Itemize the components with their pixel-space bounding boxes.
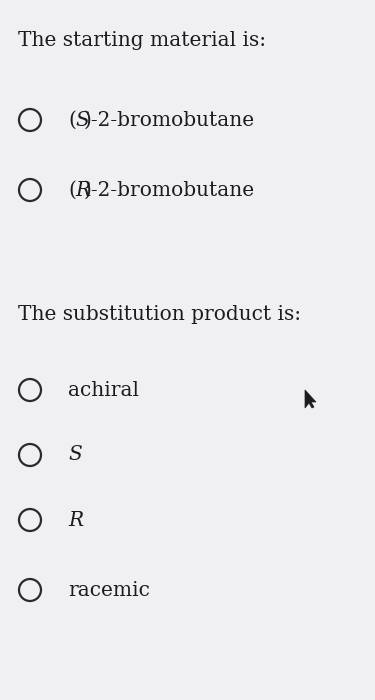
- Text: achiral: achiral: [68, 381, 139, 400]
- Text: R: R: [75, 181, 90, 199]
- Text: S: S: [75, 111, 89, 130]
- Text: The substitution product is:: The substitution product is:: [18, 305, 301, 325]
- Polygon shape: [305, 390, 316, 408]
- Text: )-2-bromobutane: )-2-bromobutane: [84, 111, 255, 130]
- Text: The starting material is:: The starting material is:: [18, 31, 266, 50]
- Text: R: R: [68, 510, 83, 529]
- Text: S: S: [68, 445, 82, 465]
- Text: (: (: [68, 181, 76, 199]
- Text: racemic: racemic: [68, 580, 150, 599]
- Text: (: (: [68, 111, 76, 130]
- Text: )-2-bromobutane: )-2-bromobutane: [84, 181, 255, 199]
